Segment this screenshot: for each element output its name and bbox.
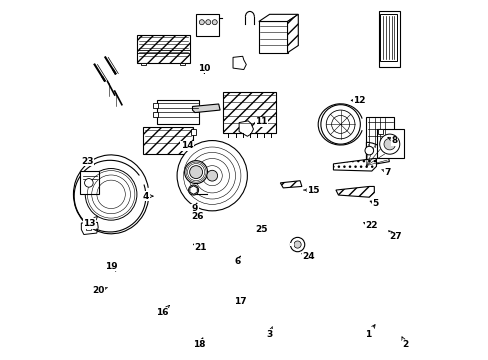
Text: 4: 4 (142, 192, 153, 201)
Text: 14: 14 (181, 141, 193, 150)
Circle shape (184, 148, 240, 204)
Text: 12: 12 (350, 96, 365, 105)
Circle shape (212, 20, 217, 25)
Circle shape (184, 161, 207, 184)
Circle shape (205, 20, 210, 25)
Polygon shape (233, 56, 246, 69)
Polygon shape (153, 112, 158, 117)
Text: 7: 7 (381, 168, 390, 177)
Circle shape (188, 185, 198, 195)
Polygon shape (208, 149, 218, 160)
Text: 10: 10 (198, 64, 210, 73)
Polygon shape (287, 14, 298, 53)
Polygon shape (377, 129, 382, 134)
Text: 18: 18 (193, 338, 205, 349)
Text: 26: 26 (190, 212, 203, 221)
Text: 21: 21 (193, 243, 206, 252)
Polygon shape (258, 22, 287, 53)
Text: 17: 17 (233, 297, 246, 306)
Polygon shape (190, 129, 196, 135)
Text: 23: 23 (81, 157, 94, 166)
Bar (379, 14, 396, 61)
Polygon shape (153, 103, 158, 108)
Text: 1: 1 (365, 325, 374, 339)
Circle shape (199, 20, 204, 25)
Text: 11: 11 (255, 117, 267, 126)
Polygon shape (180, 63, 185, 65)
Circle shape (379, 134, 399, 154)
Text: 6: 6 (234, 256, 240, 266)
Text: 13: 13 (83, 216, 97, 228)
Bar (137, 35, 190, 63)
Text: 16: 16 (156, 305, 169, 317)
Bar (378, 12, 399, 67)
Polygon shape (239, 121, 253, 136)
Bar (143, 127, 192, 154)
Polygon shape (189, 186, 197, 194)
Text: 2: 2 (401, 337, 408, 350)
Circle shape (290, 237, 304, 252)
Polygon shape (81, 222, 98, 234)
Bar (366, 117, 394, 148)
Polygon shape (280, 181, 301, 188)
Bar (80, 171, 99, 194)
Text: 15: 15 (303, 185, 319, 194)
Circle shape (331, 116, 349, 134)
Circle shape (383, 138, 395, 150)
Circle shape (177, 140, 247, 211)
Text: 8: 8 (387, 136, 397, 145)
Circle shape (293, 241, 301, 248)
Text: 20: 20 (92, 286, 107, 295)
Polygon shape (333, 158, 376, 171)
Bar (376, 129, 403, 158)
Polygon shape (290, 243, 293, 246)
Polygon shape (86, 225, 91, 230)
Text: 24: 24 (301, 252, 314, 261)
Polygon shape (140, 63, 145, 65)
Bar (196, 14, 219, 36)
Circle shape (320, 105, 360, 144)
Circle shape (189, 166, 202, 179)
Circle shape (364, 146, 373, 155)
Text: 25: 25 (255, 225, 267, 234)
Text: 3: 3 (266, 327, 272, 339)
Text: 19: 19 (104, 262, 117, 271)
Bar (156, 100, 199, 124)
Circle shape (84, 179, 93, 187)
Bar (223, 92, 276, 134)
Circle shape (206, 170, 217, 181)
Text: 5: 5 (369, 199, 378, 208)
Polygon shape (192, 104, 220, 113)
Wedge shape (366, 142, 388, 166)
Circle shape (85, 168, 137, 220)
Text: 9: 9 (191, 203, 198, 213)
Text: 22: 22 (363, 221, 377, 230)
Text: 27: 27 (388, 231, 401, 241)
Circle shape (325, 110, 354, 139)
Polygon shape (335, 186, 373, 197)
Polygon shape (258, 14, 298, 22)
